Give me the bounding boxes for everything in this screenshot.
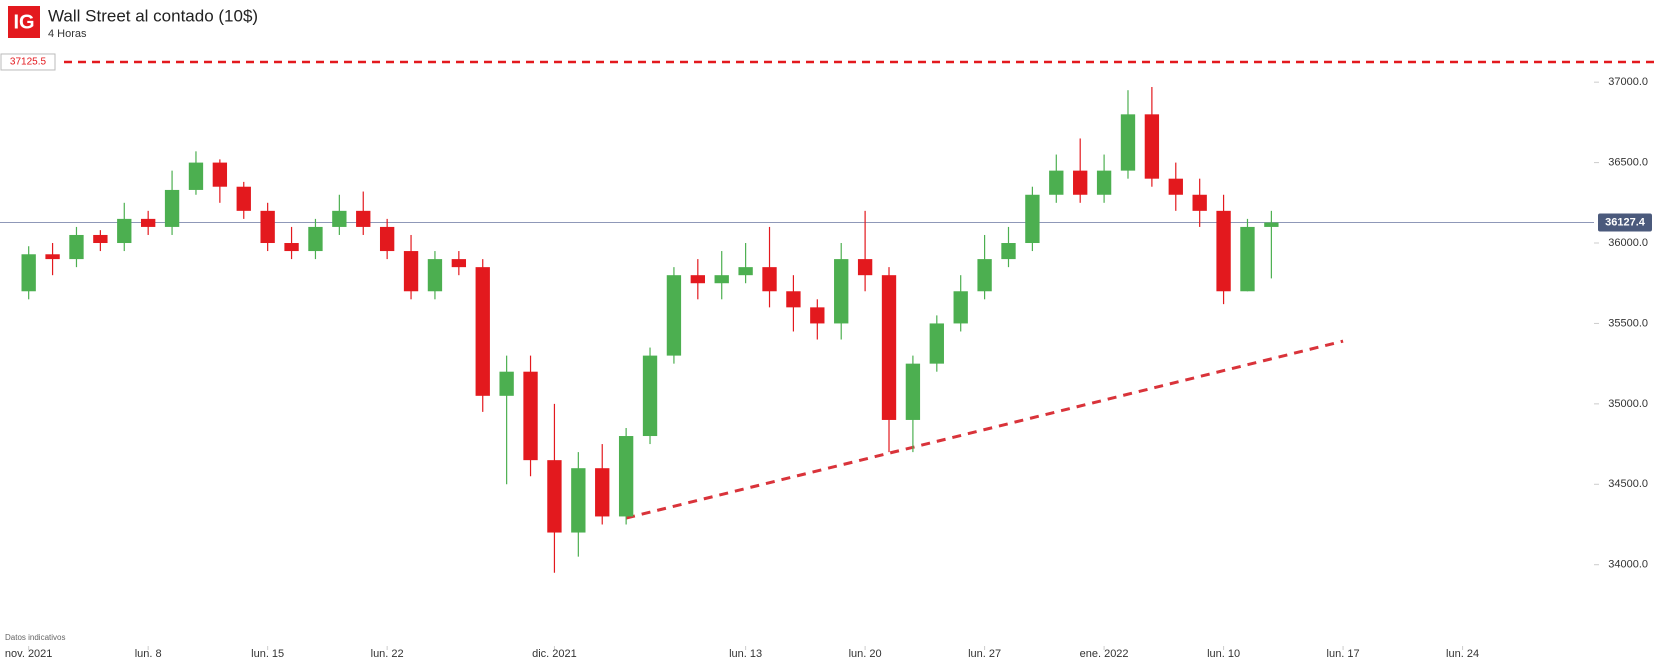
candle-body — [379, 226, 395, 252]
y-tick-label: 35500.0 — [1608, 317, 1648, 329]
y-tick-label: 37000.0 — [1608, 76, 1648, 88]
candle-body — [618, 436, 634, 517]
price-badge — [1598, 213, 1652, 232]
candle-body — [93, 234, 108, 244]
candle-body — [1096, 170, 1112, 195]
candle-body — [1168, 178, 1183, 195]
candle-body — [1144, 114, 1160, 179]
candle-body — [1025, 194, 1040, 244]
candle-body — [857, 259, 873, 276]
x-tick-label: lun. 8 — [135, 648, 162, 660]
candle-body — [188, 162, 204, 190]
candle-body — [1264, 222, 1279, 227]
candle-body — [1240, 226, 1255, 292]
price-badge-label: 36127.4 — [1605, 216, 1646, 228]
candle-body — [164, 189, 180, 227]
candle-body — [427, 259, 443, 292]
candle-body — [403, 251, 419, 292]
logo: IG — [13, 11, 34, 33]
candle-body — [356, 210, 371, 227]
candle-body — [117, 218, 132, 244]
candle-body — [1192, 194, 1207, 211]
candle-body — [1120, 114, 1136, 171]
x-tick-label: lun. 15 — [251, 648, 284, 660]
logo-box — [8, 6, 40, 38]
candle-body — [236, 186, 251, 211]
level-label-box — [0, 53, 56, 71]
candle-body — [762, 267, 777, 292]
chart-subtitle: 4 Horas — [48, 28, 87, 40]
y-tick-label: 36500.0 — [1608, 156, 1648, 168]
candle-body — [977, 259, 992, 292]
candle-body — [332, 210, 347, 227]
x-tick-label: lun. 22 — [371, 648, 404, 660]
candle-body — [1001, 243, 1016, 260]
candle-body — [595, 468, 610, 517]
x-tick-label: nov. 2021 — [5, 648, 53, 660]
trendline — [625, 339, 1344, 520]
y-tick-label: 35000.0 — [1608, 398, 1648, 410]
x-tick-label: lun. 17 — [1327, 648, 1360, 660]
level-label: 37125.5 — [10, 57, 47, 68]
candle-body — [45, 254, 60, 260]
candle-body — [212, 162, 228, 187]
candle-body — [1049, 170, 1064, 195]
candle-body — [666, 275, 682, 356]
candle-body — [451, 259, 467, 268]
candle-body — [810, 307, 825, 324]
candle-body — [905, 363, 921, 420]
x-tick-label: lun. 24 — [1446, 648, 1479, 660]
candle-body — [1073, 170, 1088, 195]
candle-body — [475, 267, 490, 396]
candle-body — [642, 355, 658, 437]
chart-title: Wall Street al contado (10$) — [48, 6, 258, 25]
candle-body — [21, 254, 36, 292]
candle-body — [140, 218, 156, 227]
x-tick-label: lun. 27 — [968, 648, 1001, 660]
candle-body — [953, 291, 968, 324]
footnote: Datos indicativos — [5, 633, 65, 642]
candle-body — [499, 371, 514, 396]
x-tick-label: lun. 13 — [729, 648, 762, 660]
candle-body — [571, 468, 586, 533]
candle-body — [881, 275, 897, 420]
y-tick-label: 34000.0 — [1608, 559, 1648, 571]
candle-body — [284, 243, 299, 252]
y-tick-label: 36000.0 — [1608, 237, 1648, 249]
x-tick-label: lun. 20 — [849, 648, 882, 660]
candle-body — [714, 275, 729, 284]
x-tick-label: dic. 2021 — [532, 648, 577, 660]
candle-body — [786, 291, 801, 308]
candle-body — [523, 371, 538, 461]
candle-body — [834, 259, 849, 324]
candle-body — [260, 210, 275, 244]
x-tick-label: lun. 10 — [1207, 648, 1240, 660]
candle-body — [929, 323, 944, 364]
candle-body — [1216, 210, 1231, 292]
candle-body — [690, 275, 705, 284]
candle-body — [308, 226, 323, 252]
candle-body — [738, 267, 753, 276]
y-tick-label: 34500.0 — [1608, 478, 1648, 490]
x-tick-label: ene. 2022 — [1080, 648, 1129, 660]
candle-body — [547, 460, 562, 533]
candle-body — [69, 234, 84, 260]
